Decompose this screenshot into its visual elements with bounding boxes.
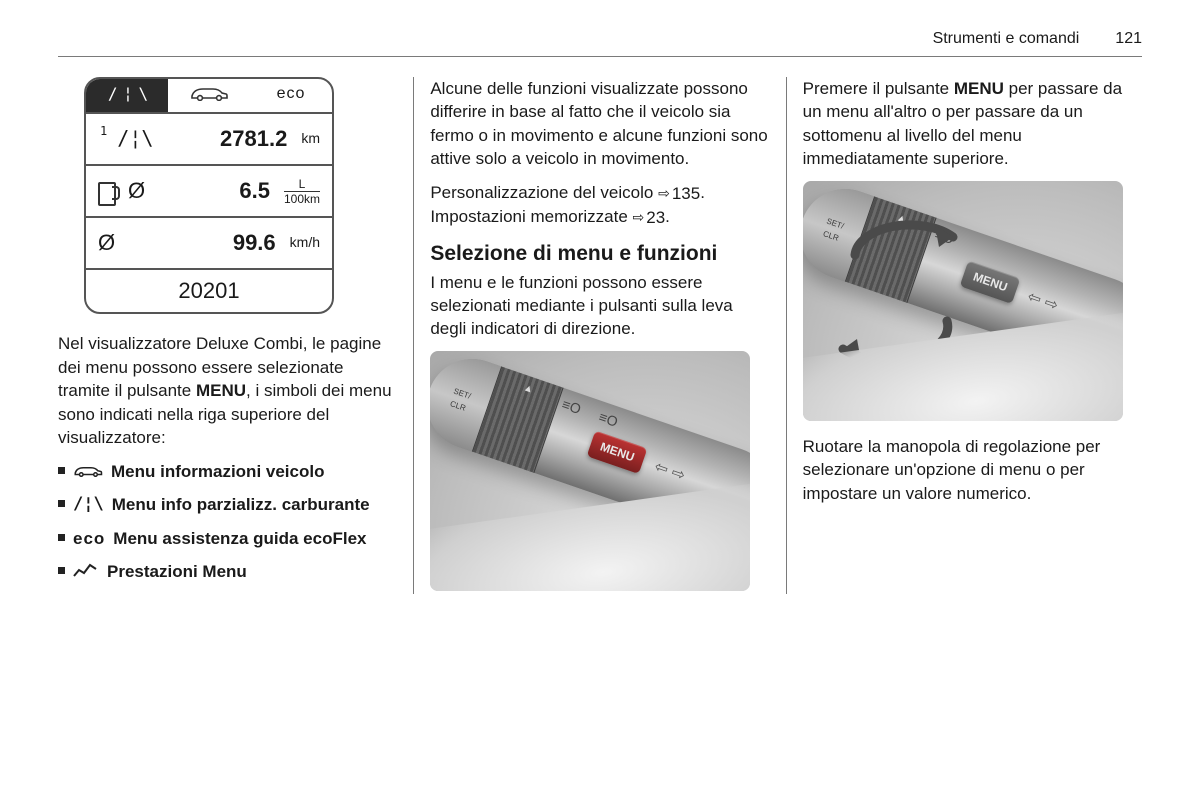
menu-bold: MENU [954, 79, 1004, 98]
trip-unit: km [301, 129, 320, 148]
display-row-trip: 1 /¦\ 2781.2 km [86, 114, 332, 166]
col2-paragraph-3: I menu e le funzioni possono essere sele… [430, 271, 769, 341]
display-odometer: 20201 [86, 270, 332, 312]
bullet-icon [58, 500, 65, 507]
display-tabs: / ¦ \ eco [86, 79, 332, 114]
page-ref: 23 [646, 206, 665, 229]
avg-icon: Ø [98, 228, 115, 258]
rotate-arrow-bottom-icon [821, 309, 961, 379]
menu-item-label: Prestazioni Menu [107, 560, 247, 583]
menu-item-label: Menu informazioni veicolo [111, 460, 324, 483]
bullet-icon [58, 534, 65, 541]
menu-item-vehicle-info: Menu informazioni veicolo [58, 460, 397, 483]
menu-item-fuel-partial: /¦\ Menu info parzializz. carburante [58, 493, 397, 516]
menu-item-ecoflex: eco Menu assistenza guida ecoFlex [58, 527, 397, 550]
text: . [665, 207, 670, 226]
fuel-unit: L 100km [284, 178, 320, 205]
stalk-direction-arrows: ⇦ ⇨ [652, 456, 689, 487]
headlamp-icon: ≡O [559, 395, 583, 419]
display-row-fuel: Ø 6.5 L 100km [86, 166, 332, 218]
fuel-pump-icon [98, 180, 118, 202]
content-columns: / ¦ \ eco 1 /¦\ 2781.2 km [58, 77, 1142, 594]
headlamp-icon: ≡O [932, 225, 956, 249]
trip-value: 2781.2 [220, 124, 287, 154]
fog-icon: ≡O [596, 407, 620, 431]
col1-paragraph: Nel visualizzatore Deluxe Combi, le pagi… [58, 332, 397, 449]
wheel-arrow-icon: ▲ [522, 381, 536, 397]
tab-lane-icon: / ¦ \ [86, 79, 168, 112]
column-2: Alcune delle funzioni visualizzate posso… [413, 77, 785, 594]
display-row-speed: Ø 99.6 km/h [86, 218, 332, 270]
deluxe-combi-display: / ¦ \ eco 1 /¦\ 2781.2 km [84, 77, 334, 314]
stalk-top-glyphs: ≡O [932, 225, 956, 249]
page-ref-icon: ⇨ 23 [633, 206, 666, 229]
eco-icon: eco [73, 527, 105, 550]
page-ref: 135 [672, 182, 700, 205]
fuel-unit-bottom: 100km [284, 192, 320, 206]
text: Premere il pulsante [803, 79, 954, 98]
speed-unit: km/h [290, 233, 320, 252]
fuel-value: 6.5 [239, 176, 270, 206]
col2-paragraph-1: Alcune delle funzioni visualizzate posso… [430, 77, 769, 171]
stalk-top-glyphs: ≡O ≡O [559, 395, 620, 432]
car-icon [73, 460, 103, 483]
stalk-direction-arrows: ⇦ ⇨ [1024, 286, 1061, 317]
header-page-number: 121 [1115, 30, 1142, 48]
page-ref-icon: ⇨ 135 [658, 182, 700, 205]
header-title: Strumenti e comandi [933, 30, 1080, 48]
column-3: Premere il pulsante MENU per passare da … [786, 77, 1142, 594]
tab-eco-icon: eco [250, 79, 332, 112]
text: Personalizzazione del veicolo [430, 183, 658, 202]
indicator-stalk: SET/ CLR ▲ ≡O MENU ⇦ ⇨ [803, 181, 1123, 379]
menu-item-performance: Prestazioni Menu [58, 560, 397, 583]
col3-paragraph-2: Ruotare la manopola di regolazione per s… [803, 435, 1142, 505]
menu-button: MENU [587, 430, 648, 473]
fuel-unit-top: L [299, 177, 306, 191]
lane-icon: /¦\ [73, 493, 104, 516]
menu-item-label: Menu info parzializz. carburante [112, 493, 370, 516]
page-header: Strumenti e comandi 121 [58, 30, 1142, 57]
column-1: / ¦ \ eco 1 /¦\ 2781.2 km [58, 77, 413, 594]
speed-value: 99.6 [233, 228, 276, 258]
trip-index: 1 [100, 124, 107, 138]
bullet-icon [58, 567, 65, 574]
col2-heading: Selezione di menu e funzioni [430, 240, 769, 269]
lane-icon-small: /¦\ [117, 126, 153, 150]
tab-car-icon [168, 79, 250, 112]
menu-bold: MENU [196, 381, 246, 400]
menu-button: MENU [959, 260, 1020, 303]
lane-icon: / ¦ \ [108, 84, 146, 103]
performance-icon [73, 560, 99, 583]
col2-paragraph-2: Personalizzazione del veicolo ⇨ 135. Imp… [430, 181, 769, 230]
avg-icon: Ø [128, 176, 145, 206]
indicator-stalk: SET/ CLR ▲ ≡O ≡O MENU ⇦ ⇨ [430, 351, 750, 549]
menu-list: Menu informazioni veicolo /¦\ Menu info … [58, 460, 397, 584]
col3-paragraph-1: Premere il pulsante MENU per passare da … [803, 77, 1142, 171]
bullet-icon [58, 467, 65, 474]
car-icon [189, 83, 229, 101]
menu-item-label: Menu assistenza guida ecoFlex [113, 527, 366, 550]
indicator-stalk-figure-rotate: SET/ CLR ▲ ≡O MENU ⇦ ⇨ [803, 181, 1123, 421]
wheel-arrow-icon: ▲ [894, 211, 908, 227]
indicator-stalk-figure-menu: SET/ CLR ▲ ≡O ≡O MENU ⇦ ⇨ [430, 351, 750, 591]
